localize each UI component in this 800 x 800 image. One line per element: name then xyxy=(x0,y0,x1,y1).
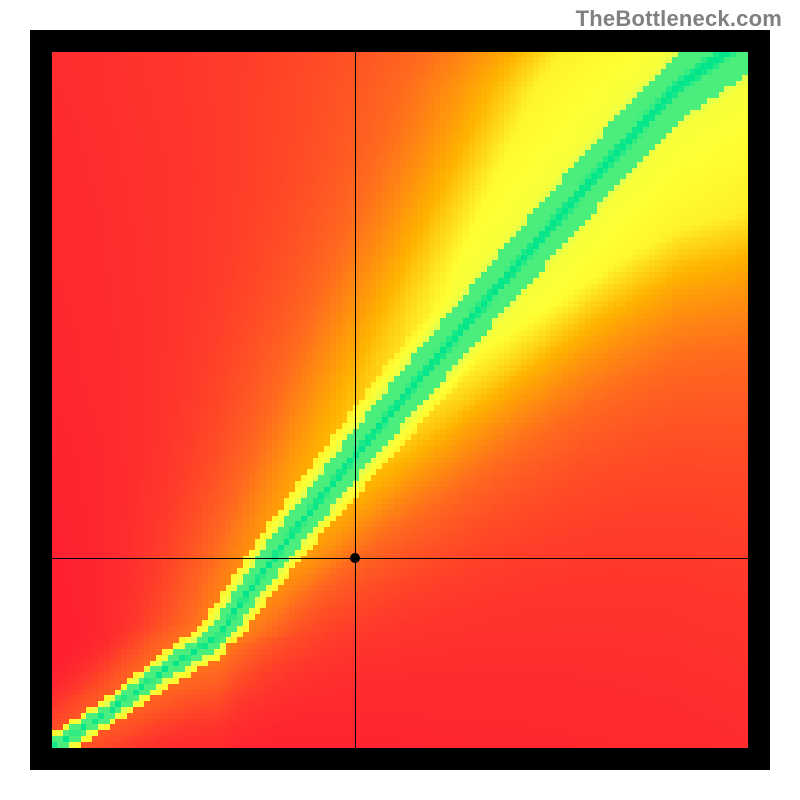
chart-frame xyxy=(30,30,770,770)
watermark-text: TheBottleneck.com xyxy=(576,6,782,32)
chart-container: TheBottleneck.com xyxy=(0,0,800,800)
heatmap-canvas xyxy=(52,52,748,748)
